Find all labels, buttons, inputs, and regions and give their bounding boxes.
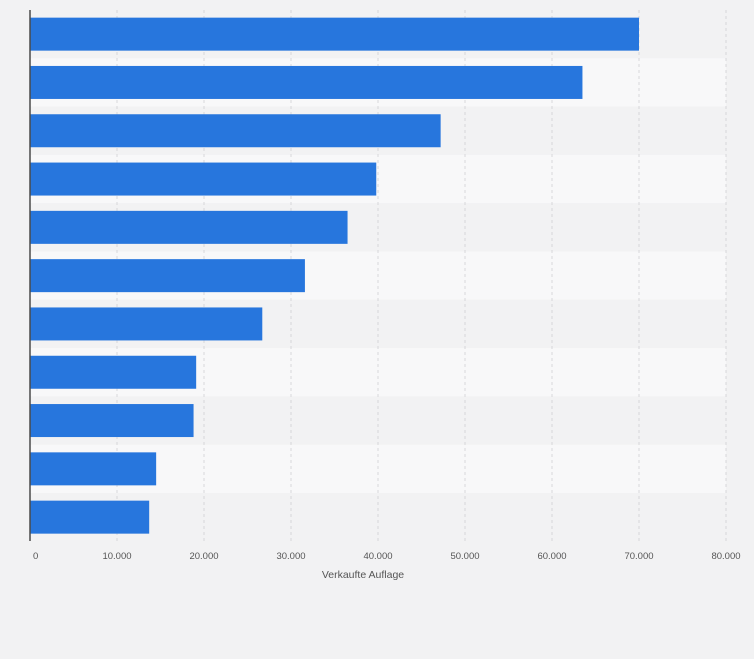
bar-3 bbox=[30, 114, 441, 148]
bar-6 bbox=[30, 259, 305, 293]
x-tick-label: 80.000 bbox=[711, 551, 740, 562]
bar-2 bbox=[30, 65, 583, 99]
x-tick-label: 60.000 bbox=[537, 551, 566, 562]
chart-container: 0 10.000 20.000 30.000 40.000 50.000 60.000 70.… bbox=[29, 10, 741, 581]
x-tick-label: 70.000 bbox=[624, 551, 653, 562]
bar-9 bbox=[30, 404, 194, 438]
bars bbox=[30, 17, 639, 534]
bar-10 bbox=[30, 452, 157, 486]
bar-8 bbox=[30, 355, 197, 389]
x-axis-title: Verkaufte Auflage bbox=[322, 569, 404, 581]
bar-chart: 0 10.000 20.000 30.000 40.000 50.000 60.000 70.… bbox=[29, 10, 741, 581]
bar-4 bbox=[30, 162, 377, 196]
x-tick-labels: 0 10.000 20.000 30.000 40.000 50.000 60.000 70.… bbox=[33, 551, 741, 562]
x-tick-label: 50.000 bbox=[450, 551, 479, 562]
x-tick-label: 30.000 bbox=[276, 551, 305, 562]
x-tick-label: 40.000 bbox=[363, 551, 392, 562]
bar-5 bbox=[30, 210, 348, 244]
bar-7 bbox=[30, 307, 263, 341]
bar-11 bbox=[30, 500, 150, 534]
x-tick-label: 10.000 bbox=[102, 551, 131, 562]
x-tick-label: 20.000 bbox=[189, 551, 218, 562]
bar-1 bbox=[30, 17, 639, 51]
x-tick-label: 0 bbox=[33, 551, 38, 562]
